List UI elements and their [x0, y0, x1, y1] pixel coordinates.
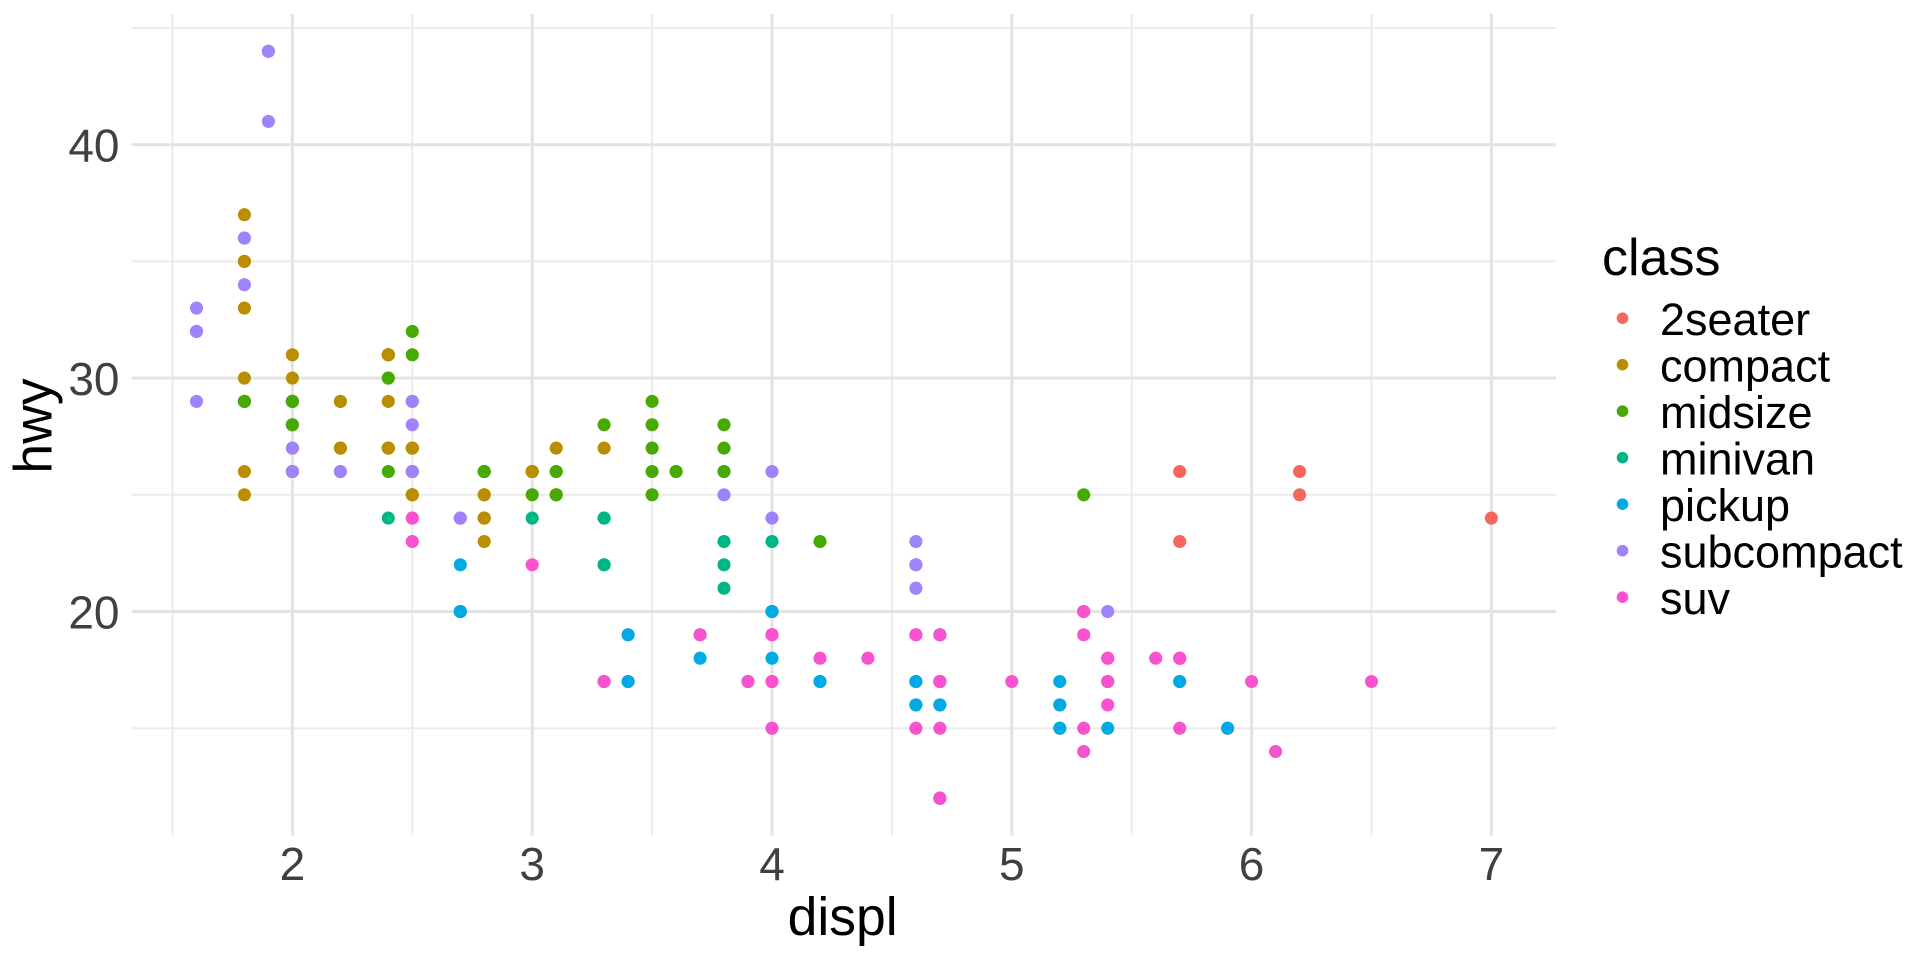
svg-text:5: 5	[999, 838, 1025, 890]
svg-text:hwy: hwy	[4, 378, 63, 473]
svg-text:3: 3	[519, 838, 545, 890]
svg-text:4: 4	[759, 838, 785, 890]
svg-text:2: 2	[280, 838, 306, 890]
svg-text:30: 30	[68, 353, 119, 405]
svg-text:suv: suv	[1660, 573, 1731, 624]
svg-text:displ: displ	[788, 888, 898, 947]
svg-text:2seater: 2seater	[1660, 294, 1810, 345]
svg-text:20: 20	[68, 587, 119, 639]
svg-text:compact: compact	[1660, 341, 1831, 392]
svg-text:midsize: midsize	[1660, 387, 1813, 438]
svg-text:6: 6	[1239, 838, 1265, 890]
svg-text:40: 40	[68, 120, 119, 172]
svg-text:class: class	[1602, 229, 1720, 287]
svg-text:pickup: pickup	[1660, 480, 1790, 531]
svg-text:minivan: minivan	[1660, 434, 1815, 485]
svg-text:7: 7	[1479, 838, 1505, 890]
svg-text:subcompact: subcompact	[1660, 527, 1903, 578]
